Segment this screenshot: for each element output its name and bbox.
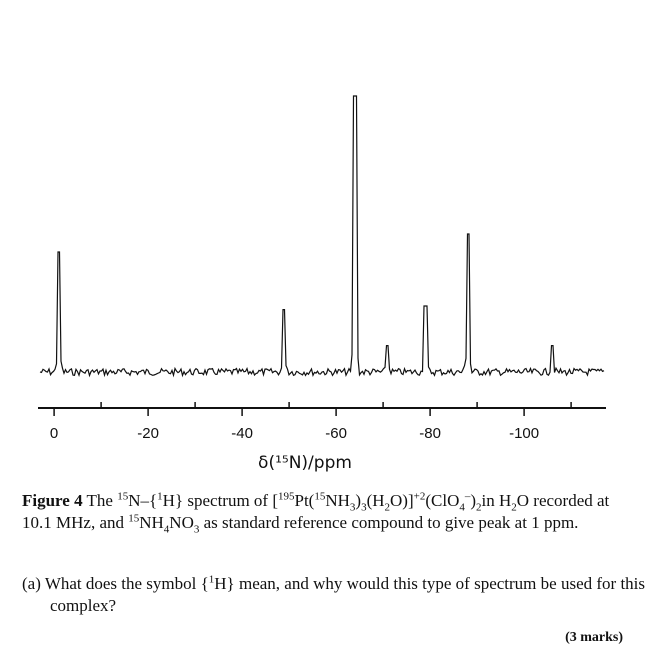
x-tick-label: -20 <box>137 425 159 442</box>
x-axis-ticks: 0 -20 -40 -60 -80 -100 <box>50 402 572 442</box>
nmr-spectrum-chart: 0 -20 -40 -60 -80 -100 δ(¹⁵N)/ppm <box>38 95 606 473</box>
figure-label: Figure 4 <box>22 491 83 510</box>
x-tick-label: -60 <box>325 425 347 442</box>
x-tick-label: -100 <box>509 425 539 442</box>
question-a: (a) What does the symbol {1H} mean, and … <box>22 573 646 615</box>
figure-caption: Figure 4 The 15N–{1H} spectrum of [195Pt… <box>22 490 610 536</box>
marks-label: (3 marks) <box>565 630 623 645</box>
x-tick-label: 0 <box>50 425 58 442</box>
x-tick-label: -40 <box>231 425 253 442</box>
x-tick-label: -80 <box>419 425 441 442</box>
x-axis-title: δ(¹⁵N)/ppm <box>258 453 352 473</box>
spectrum-trace <box>39 95 605 378</box>
question-prefix: (a) <box>22 574 45 593</box>
